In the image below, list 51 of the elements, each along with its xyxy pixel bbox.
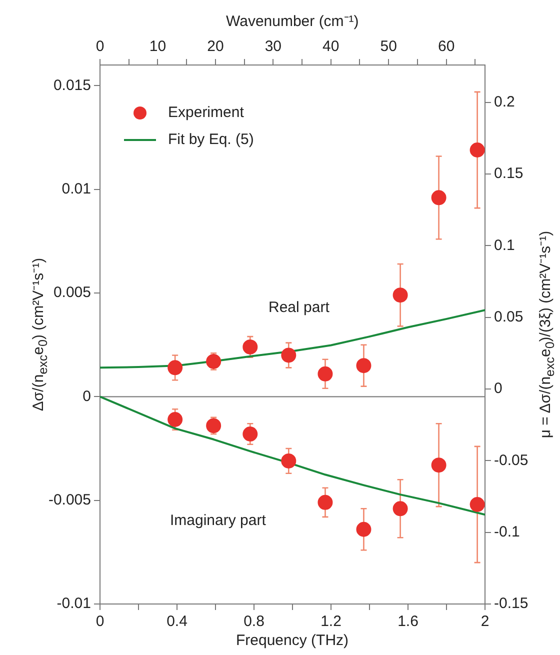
x-tick-label: 1.6 [398, 613, 418, 630]
x2-tick-label: 20 [207, 38, 224, 56]
point [281, 348, 296, 363]
x2-tick-label: 0 [96, 38, 104, 56]
y-tick-label: 0 [82, 388, 91, 405]
y-tick-label: -0.005 [48, 491, 91, 508]
y-tick-label: 0.005 [53, 284, 91, 302]
point [242, 426, 258, 442]
y2-tick-label: -0.1 [494, 523, 520, 540]
x2-tick-label: 10 [149, 38, 166, 56]
y2-tick-label: 0.1 [494, 236, 515, 254]
y-tick-label: 0.01 [62, 180, 91, 198]
point [356, 358, 372, 374]
x-tick-label: 0 [96, 613, 104, 630]
point [281, 453, 296, 468]
y2-tick-label: 0.15 [494, 165, 524, 182]
point [242, 339, 258, 354]
point [431, 190, 446, 206]
x2-tick-label: 50 [380, 38, 397, 56]
x2-tick-label: 40 [322, 38, 340, 56]
y-tick-label: 0.015 [53, 76, 91, 94]
point [470, 142, 485, 158]
y2-tick-label: -0.15 [494, 595, 528, 612]
x-tick-label: 0.4 [166, 613, 188, 630]
x2-tick-label: 30 [264, 38, 282, 56]
point [392, 501, 408, 516]
x-tick-label: 0.8 [244, 613, 264, 630]
legend-label: Experiment [168, 104, 245, 122]
point [168, 412, 183, 427]
x-tick-label: 2 [480, 613, 490, 630]
point [318, 494, 333, 510]
x2-axis-title: Wavenumber (cm⁻¹) [226, 12, 359, 30]
x-tick-label: 1.2 [320, 613, 342, 630]
point [470, 496, 485, 512]
y2-tick-label: 0.05 [494, 308, 524, 326]
y2-tick-label: -0.05 [494, 452, 528, 469]
point [392, 288, 408, 303]
annotation: Real part [268, 298, 330, 316]
point [431, 458, 446, 473]
annotation: Imaginary part [170, 512, 266, 528]
y2-tick-label: 0.2 [494, 93, 515, 110]
point [356, 522, 372, 537]
x2-tick-label: 60 [438, 38, 455, 56]
point [206, 354, 222, 369]
x-axis-title: Frequency (THz) [236, 632, 349, 648]
y2-tick-label: 0 [494, 380, 502, 398]
point [168, 360, 183, 376]
point [206, 418, 222, 434]
legend-label: Fit by Eq. (5) [168, 131, 254, 148]
y-tick-label: -0.01 [56, 595, 91, 612]
point [318, 366, 333, 382]
